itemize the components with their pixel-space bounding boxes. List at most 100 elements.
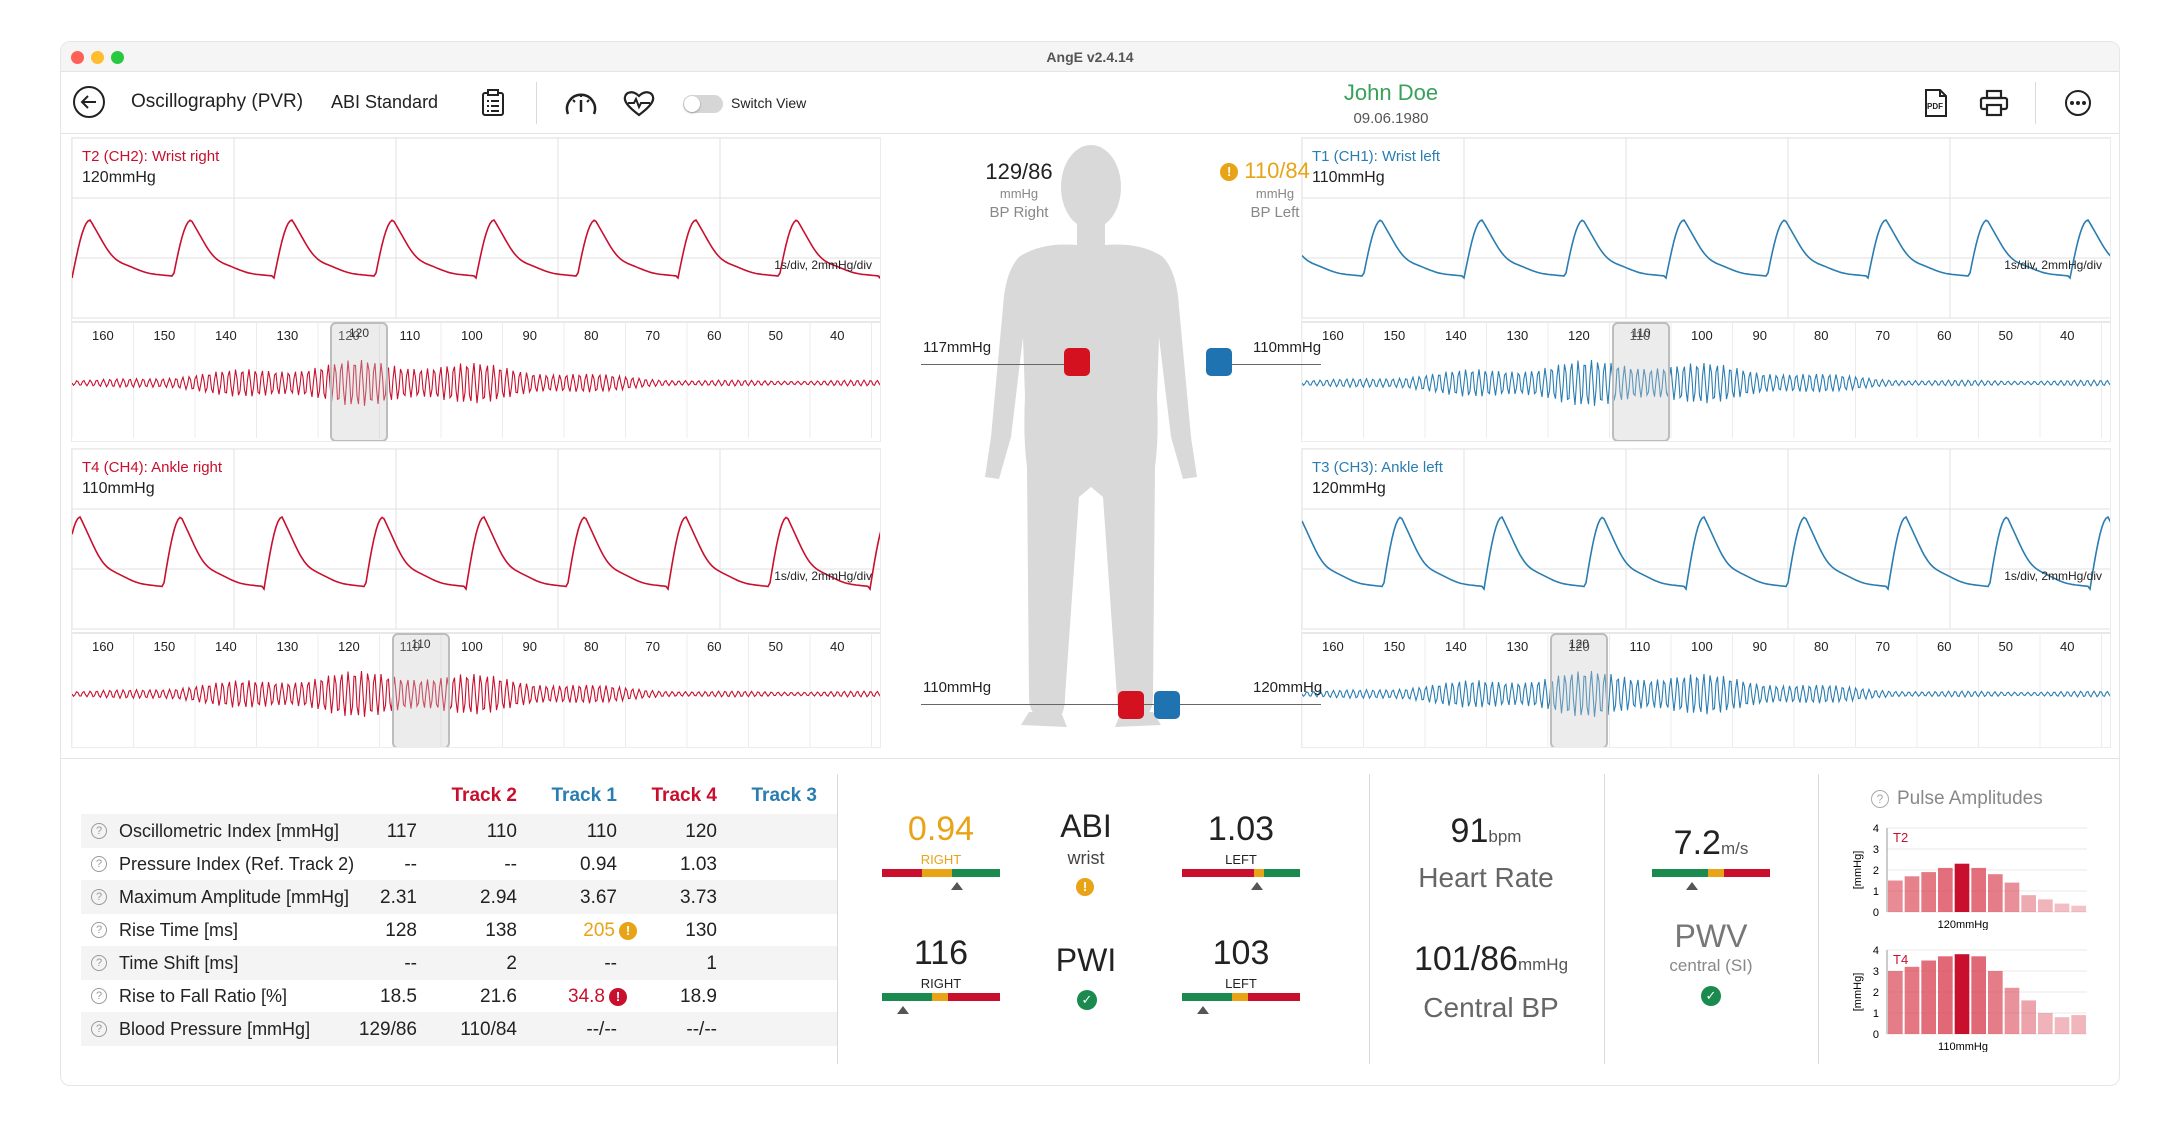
t3-waveform (1302, 449, 2110, 747)
pressure-tick: 40 (2060, 639, 2075, 654)
pdf-icon: PDF (1925, 89, 1947, 117)
amplitude-bar (1888, 971, 1903, 1034)
cell-value: -- (604, 953, 617, 974)
panel-t2-wrist-right[interactable]: T2 (CH2): Wrist right 120mmHg 1s/div, 2m… (71, 137, 881, 442)
pwv-ok-icon: ✓ (1701, 986, 1721, 1006)
panel-t3-ankle-left[interactable]: T3 (CH3): Ankle left 120mmHg 1s/div, 2mm… (1301, 448, 2111, 748)
selected-pressure-window[interactable]: 110 (1612, 322, 1670, 441)
amplitude-bar (1921, 872, 1936, 912)
pulse-amplitude-chart-t4: 4 3 2 1 0 [mmHg] T4 110mmHg (1852, 945, 2087, 1052)
switch-view-toggle[interactable] (683, 95, 723, 113)
pwi-right-value: 116 (913, 934, 969, 972)
gauge-button[interactable] (563, 86, 599, 120)
help-icon[interactable]: ? (91, 988, 107, 1004)
back-arrow-icon (73, 86, 105, 118)
y-axis-label: [mmHg] (1852, 973, 1864, 1012)
more-options-button[interactable] (2061, 86, 2095, 120)
minimize-window-button[interactable] (91, 51, 104, 64)
pressure-tick: 160 (92, 328, 114, 343)
series-label: T4 (1893, 952, 1908, 967)
table-row: ? Maximum Amplitude [mmHg] 2.31 2.94 3.67 3.7… (81, 880, 837, 914)
panel-label: T1 (CH1): Wrist left (1312, 148, 1441, 165)
cell-value: 1 (706, 953, 717, 974)
heart-rate-button[interactable] (621, 86, 657, 120)
window-title: AngE v2.4.14 (1046, 49, 1134, 65)
y-tick-label: 1 (1873, 1008, 1879, 1020)
pdf-export-button[interactable]: PDF (1921, 86, 1951, 120)
row-value: -- (337, 953, 417, 975)
pwv-subtitle: central (SI) (1669, 956, 1753, 975)
report-button[interactable] (479, 88, 507, 118)
close-window-button[interactable] (71, 51, 84, 64)
help-icon[interactable]: ? (91, 1021, 107, 1037)
heart-rate-label: Heart Rate (1418, 862, 1554, 893)
amplitude-bar (1888, 880, 1903, 912)
panel-label: T3 (CH3): Ankle left (1312, 459, 1443, 476)
panel-label: T2 (CH2): Wrist right (82, 148, 220, 165)
pressure-tick: 80 (584, 639, 599, 654)
cuff-left-arm[interactable] (1206, 348, 1232, 376)
pressure-tick: 110 (399, 639, 421, 654)
pressure-tick: 100 (461, 328, 483, 343)
row-value: 1 (637, 953, 717, 975)
pressure-tick: 60 (707, 639, 722, 654)
cuff-left-ankle[interactable] (1154, 691, 1180, 719)
pressure-tick: 80 (1814, 328, 1829, 343)
selected-pressure-label: 120 (1568, 637, 1590, 651)
pressure-tick: 120 (338, 639, 360, 654)
panel-scale: 1s/div, 2mmHg/div (774, 258, 872, 272)
abi-right-marker (951, 882, 963, 890)
cell-value: 3.67 (580, 887, 617, 908)
cuff-line-left-arm (1211, 364, 1321, 365)
panel-t1-wrist-left[interactable]: T1 (CH1): Wrist left 110mmHg 1s/div, 2mm… (1301, 137, 2111, 442)
panel-t4-ankle-right[interactable]: T4 (CH4): Ankle right 110mmHg 1s/div, 2m… (71, 448, 881, 748)
cell-value: 129/86 (358, 1019, 417, 1040)
pwi-left-gauge (1182, 993, 1300, 1001)
amplitude-bar (1971, 956, 1986, 1034)
cell-value: -- (504, 854, 517, 875)
help-icon[interactable]: ? (91, 823, 107, 839)
selected-pressure-window[interactable]: 120 (1550, 633, 1608, 747)
switch-view-label: Switch View (731, 95, 807, 111)
cell-value: 2.94 (480, 887, 517, 908)
series-label: T2 (1893, 830, 1908, 845)
amplitude-bar (1938, 867, 1953, 912)
help-icon[interactable]: ? (91, 922, 107, 938)
row-label: Maximum Amplitude [mmHg] (119, 887, 350, 907)
central-bp-value-group: 101/86mmHg (1381, 940, 1601, 979)
selected-pressure-label: 120 (348, 326, 370, 340)
amplitude-bar (2054, 1017, 2070, 1034)
help-icon[interactable]: ? (91, 889, 107, 905)
cell-value: -- (404, 953, 417, 974)
pressure-tick: 140 (1445, 328, 1467, 343)
maximize-window-button[interactable] (111, 51, 124, 64)
panel-scale: 1s/div, 2mmHg/div (774, 569, 872, 583)
cell-value: 128 (385, 920, 417, 941)
row-label: Pressure Index (Ref. Track 2) (119, 854, 355, 874)
cuff-right-ankle[interactable] (1118, 691, 1144, 719)
row-value: 3.67 (537, 887, 617, 909)
print-button[interactable] (1977, 86, 2011, 120)
help-icon[interactable]: ? (1871, 790, 1889, 808)
abi-left-value: 1.03 (1207, 810, 1275, 848)
y-tick-label: 3 (1873, 844, 1879, 856)
help-icon[interactable]: ? (91, 856, 107, 872)
cuff-right-arm[interactable] (1064, 348, 1090, 376)
selected-pressure-window[interactable]: 110 (392, 633, 450, 747)
amplitude-bar (1938, 956, 1953, 1034)
toolbar-divider (536, 82, 537, 124)
help-icon[interactable]: ? (91, 955, 107, 971)
selected-pressure-window[interactable]: 120 (330, 322, 388, 441)
amplitude-bar (1904, 876, 1920, 912)
pressure-tick: 160 (1322, 328, 1344, 343)
back-button[interactable] (71, 84, 107, 120)
y-tick-label: 4 (1873, 823, 1879, 835)
svg-text:PDF: PDF (1927, 102, 1943, 111)
error-icon: ! (609, 987, 627, 1006)
col-header-track4: Track 4 (651, 785, 718, 806)
bp-right-unit: mmHg (999, 186, 1039, 201)
abi-warning: ! (1076, 878, 1094, 896)
amplitude-bar (2071, 1015, 2086, 1034)
y-tick-label: 2 (1873, 865, 1879, 877)
cell-value: 0.94 (580, 854, 617, 875)
